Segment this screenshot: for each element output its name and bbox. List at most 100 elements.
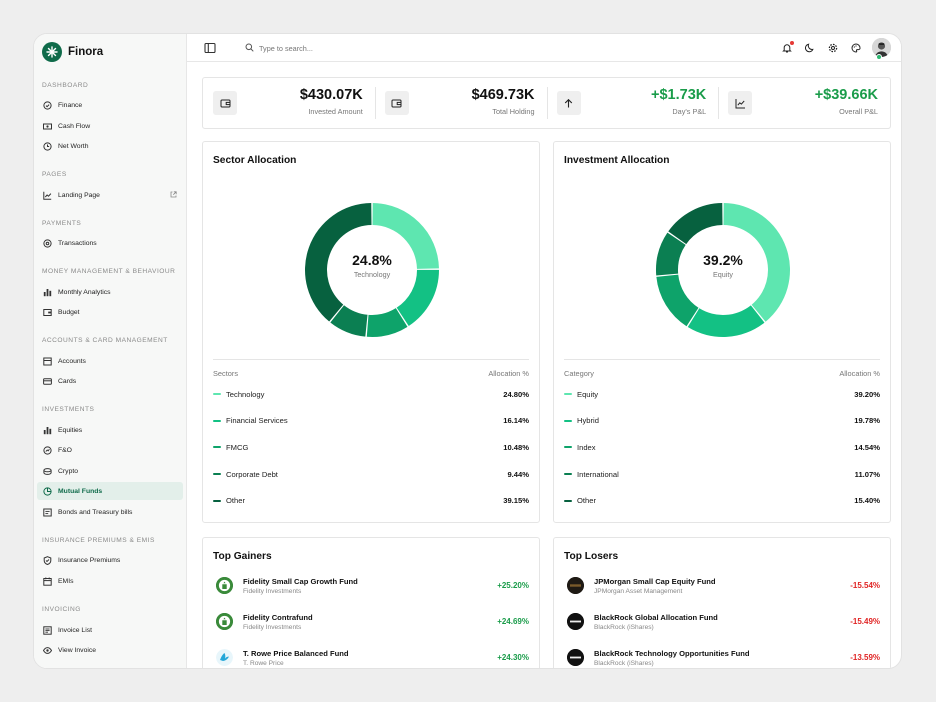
- fund-company: T. Rowe Price: [243, 660, 284, 667]
- allocation-row: Corporate Debt 9.44%: [213, 468, 529, 480]
- stat-value: +$1.73K: [651, 87, 707, 103]
- bell-icon[interactable]: [781, 40, 794, 54]
- stat-label: Overall P&L: [839, 107, 878, 116]
- row-name: Other: [577, 496, 596, 506]
- sidebar-item-label: Insurance Premiums: [58, 556, 121, 564]
- sidebar-item-f-and-o[interactable]: F&O: [37, 441, 183, 459]
- avatar[interactable]: [872, 38, 891, 57]
- moon-icon[interactable]: [804, 42, 816, 54]
- donut-segment[interactable]: [723, 203, 790, 322]
- divider: [564, 359, 880, 360]
- sidebar-item-label: Monthly Analytics: [58, 288, 111, 296]
- sidebar-item-accounts[interactable]: Accounts: [37, 352, 183, 370]
- sidebar-section-accounts: ACCOUNTS & CARD MANAGEMENT: [42, 337, 168, 344]
- bar-chart-icon: [43, 426, 52, 435]
- donut-segment[interactable]: [372, 203, 439, 269]
- sidebar-item-emis[interactable]: EMIs: [37, 572, 183, 590]
- donut-segment[interactable]: [687, 305, 765, 337]
- sidebar-item-landing-page[interactable]: Landing Page: [37, 186, 183, 204]
- online-status-dot: [876, 54, 882, 60]
- sidebar-item-label: View Invoice: [58, 646, 97, 654]
- sidebar-item-cash-flow[interactable]: Cash Flow: [37, 117, 183, 135]
- sidebar-item-cards[interactable]: Cards: [37, 372, 183, 390]
- transactions-icon: [43, 238, 52, 248]
- row-value: 24.80%: [503, 389, 529, 399]
- sidebar-item-monthly-analytics[interactable]: Monthly Analytics: [37, 283, 183, 301]
- donut-segment[interactable]: [668, 203, 723, 245]
- row-name: Corporate Debt: [226, 469, 278, 479]
- brand[interactable]: Finora: [42, 41, 103, 63]
- donut-segment[interactable]: [656, 232, 686, 276]
- search-input[interactable]: Type to search...: [245, 41, 313, 55]
- sidebar-item-finance[interactable]: Finance: [37, 96, 183, 114]
- sidebar-section-investments: INVESTMENTS: [42, 406, 95, 413]
- fund-company: BlackRock (iShares): [594, 660, 654, 667]
- chart-icon: [43, 191, 52, 200]
- bond-icon: [43, 508, 52, 517]
- sidebar-item-budget[interactable]: Budget: [37, 303, 183, 321]
- column-header-sectors: Sectors: [213, 369, 239, 378]
- sidebar-item-invoice-list[interactable]: Invoice List: [37, 621, 183, 639]
- sidebar-item-equities[interactable]: Equities: [37, 421, 183, 439]
- calendar-icon: [43, 577, 52, 586]
- donut-segment[interactable]: [396, 269, 439, 327]
- donut-segment[interactable]: [366, 308, 408, 337]
- column-header-allocation: Allocation %: [488, 369, 529, 378]
- row-value: 14.54%: [854, 442, 880, 452]
- sidebar-section-pages: PAGES: [42, 171, 67, 178]
- sidebar-item-label: Landing Page: [58, 191, 100, 199]
- legend-swatch: [564, 419, 572, 422]
- fund-company: Fidelity Investments: [243, 588, 302, 595]
- investment-allocation-card: Investment Allocation 39.2% Equity Categ…: [553, 141, 891, 523]
- sidebar-item-label: Finance: [58, 101, 83, 109]
- sidebar-item-crypto[interactable]: Crypto: [37, 462, 183, 480]
- legend-swatch: [564, 393, 572, 395]
- row-value: 15.40%: [854, 496, 880, 506]
- sidebar-item-view-invoice[interactable]: View Invoice: [37, 641, 183, 659]
- list-item[interactable]: Fidelity Small Cap Growth Fund Fidelity …: [213, 574, 529, 598]
- jpmorgan-logo-icon: [567, 577, 584, 594]
- sidebar-item-transactions[interactable]: Transactions: [37, 234, 183, 252]
- donut-center: 39.2% Equity: [655, 252, 791, 279]
- legend-swatch: [213, 419, 221, 422]
- sidebar-item-mutual-funds[interactable]: Mutual Funds: [37, 482, 183, 500]
- row-name: Technology: [226, 389, 265, 399]
- donut-segment[interactable]: [305, 203, 372, 322]
- legend-swatch: [564, 446, 572, 449]
- notification-dot: [790, 40, 794, 45]
- gear-icon[interactable]: [827, 42, 839, 54]
- eye-icon: [43, 646, 52, 655]
- legend-swatch: [564, 473, 572, 476]
- sidebar-section-insurance: INSURANCE PREMIUMS & EMIS: [42, 537, 155, 544]
- list-item[interactable]: BlackRock Global Allocation Fund BlackRo…: [564, 610, 880, 634]
- stat-label: Total Holding: [492, 107, 535, 116]
- fund-change: -13.59%: [850, 653, 880, 662]
- brand-name: Finora: [68, 46, 104, 58]
- row-name: International: [577, 469, 619, 479]
- sidebar-item-bonds[interactable]: Bonds and Treasury bills: [37, 503, 183, 521]
- list-item[interactable]: JPMorgan Small Cap Equity Fund JPMorgan …: [564, 574, 880, 598]
- clock-icon: [43, 141, 52, 151]
- fund-change: +25.20%: [497, 581, 529, 590]
- donut-segment[interactable]: [330, 305, 368, 337]
- allocation-row: Hybrid 19.78%: [564, 415, 880, 427]
- search-icon: [245, 43, 259, 54]
- cash-icon: [43, 122, 52, 131]
- sidebar-item-label: Mutual Funds: [58, 487, 103, 495]
- sidebar-section-money-management: MONEY MANAGEMENT & BEHAVIOUR: [42, 268, 176, 275]
- top-losers-card: Top Losers JPMorgan Small Cap Equity Fun…: [553, 537, 891, 668]
- sidebar-item-net-worth[interactable]: Net Worth: [37, 137, 183, 155]
- palette-icon[interactable]: [850, 42, 862, 54]
- sidebar-item-insurance-premiums[interactable]: Insurance Premiums: [37, 551, 183, 569]
- list-item[interactable]: Fidelity Contrafund Fidelity Investments…: [213, 610, 529, 634]
- investment-donut-chart: [656, 203, 790, 337]
- list-item[interactable]: T. Rowe Price Balanced Fund T. Rowe Pric…: [213, 646, 529, 668]
- donut-segment[interactable]: [656, 274, 699, 327]
- legend-swatch: [213, 473, 221, 476]
- stat-label: Invested Amount: [308, 107, 363, 116]
- list-item[interactable]: BlackRock Technology Opportunities Fund …: [564, 646, 880, 668]
- sidebar-item-label: Cash Flow: [58, 122, 91, 130]
- sidebar-toggle-icon[interactable]: [204, 41, 216, 54]
- brand-logo-icon: [42, 42, 62, 62]
- row-value: 10.48%: [503, 442, 529, 452]
